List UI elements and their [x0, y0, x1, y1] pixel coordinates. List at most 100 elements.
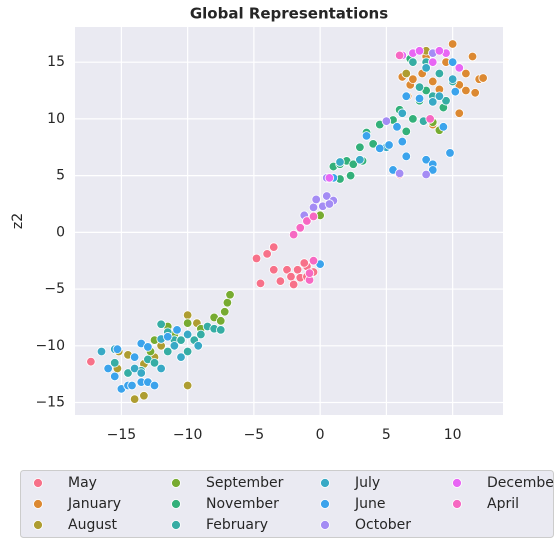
- point: [470, 88, 480, 98]
- point: [397, 108, 407, 118]
- point: [414, 93, 425, 104]
- point: [110, 371, 120, 382]
- x-tick-label: −15: [107, 427, 137, 443]
- point: [176, 335, 186, 345]
- point: [467, 51, 478, 62]
- point: [392, 122, 402, 132]
- legend-marker: [171, 478, 181, 488]
- point: [251, 253, 262, 264]
- legend-label: August: [68, 517, 118, 533]
- point: [299, 258, 309, 268]
- chart-title: Global Representations: [190, 5, 388, 23]
- point: [447, 74, 458, 84]
- legend-marker: [33, 499, 43, 509]
- y-tick-label: 0: [56, 224, 65, 240]
- point: [447, 39, 458, 49]
- point: [361, 131, 372, 141]
- point: [193, 341, 203, 351]
- point: [428, 165, 438, 175]
- point: [149, 380, 160, 391]
- point: [139, 391, 149, 401]
- point: [421, 155, 431, 165]
- point: [172, 325, 182, 335]
- point: [304, 268, 315, 278]
- x-tick-label: −5: [244, 427, 265, 443]
- legend-marker: [171, 520, 181, 530]
- point: [308, 256, 319, 266]
- point: [182, 318, 193, 328]
- point: [182, 380, 193, 391]
- point: [454, 108, 464, 118]
- point: [434, 68, 445, 79]
- point: [375, 143, 385, 154]
- point: [445, 148, 455, 158]
- point: [112, 344, 123, 354]
- point: [450, 86, 460, 97]
- y-tick-label: −10: [35, 338, 65, 354]
- point: [182, 346, 193, 357]
- point: [368, 139, 378, 149]
- point: [308, 211, 319, 222]
- point: [324, 199, 335, 209]
- point: [394, 50, 405, 61]
- point: [262, 249, 272, 259]
- point: [421, 169, 431, 180]
- point: [311, 194, 321, 205]
- point: [129, 352, 140, 362]
- point: [308, 202, 319, 213]
- point: [222, 297, 233, 308]
- legend-label: April: [487, 496, 519, 512]
- point: [355, 142, 365, 152]
- point: [384, 140, 394, 150]
- y-tick-label: −15: [35, 395, 65, 411]
- point: [292, 265, 303, 275]
- point: [461, 85, 471, 96]
- point: [96, 346, 107, 357]
- point: [348, 159, 358, 169]
- point: [394, 168, 405, 179]
- point: [434, 91, 445, 101]
- point: [408, 74, 418, 84]
- point: [408, 57, 418, 67]
- point: [269, 242, 279, 252]
- point: [288, 279, 299, 290]
- point: [302, 216, 312, 226]
- point: [425, 114, 435, 124]
- point: [401, 91, 411, 101]
- point: [196, 329, 206, 340]
- legend-label: February: [206, 517, 268, 533]
- legend-marker: [320, 499, 330, 509]
- point: [163, 346, 173, 357]
- point: [428, 97, 438, 107]
- point: [225, 290, 235, 300]
- point: [414, 46, 425, 56]
- y-axis-label: z2: [10, 213, 26, 229]
- point: [156, 319, 166, 329]
- point: [381, 116, 392, 126]
- y-tick-label: 15: [47, 54, 65, 70]
- point: [269, 265, 279, 275]
- point: [286, 271, 296, 282]
- point: [478, 73, 488, 83]
- point: [129, 394, 140, 404]
- point: [414, 82, 425, 92]
- point: [163, 332, 173, 342]
- point: [438, 122, 449, 132]
- x-tick-label: 0: [316, 427, 325, 443]
- point: [454, 63, 464, 73]
- legend-label: July: [354, 475, 380, 491]
- legend-label: June: [354, 496, 386, 512]
- point: [401, 126, 411, 137]
- point: [86, 356, 96, 367]
- point: [103, 363, 113, 374]
- legend-label: May: [68, 475, 97, 491]
- x-tick-label: 5: [382, 427, 391, 443]
- point: [295, 223, 305, 233]
- point: [428, 57, 438, 67]
- point: [335, 157, 345, 167]
- point: [127, 380, 137, 391]
- point: [421, 63, 431, 73]
- legend-label: November: [206, 496, 279, 512]
- point: [182, 329, 193, 340]
